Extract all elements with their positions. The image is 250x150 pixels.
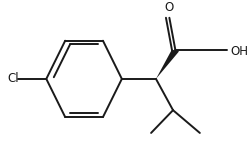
- Text: OH: OH: [230, 45, 247, 58]
- Text: O: O: [164, 1, 173, 14]
- Text: Cl: Cl: [8, 72, 19, 85]
- Polygon shape: [155, 50, 178, 79]
